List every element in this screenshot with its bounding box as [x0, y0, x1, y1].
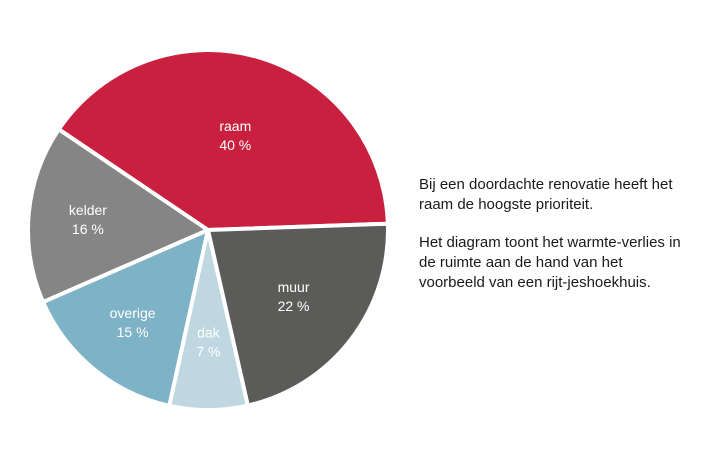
slice-value-muur: 22 %	[278, 298, 310, 314]
slice-label-overige: overige	[110, 305, 156, 321]
slice-label-muur: muur	[278, 279, 310, 295]
slice-value-overige: 15 %	[117, 324, 149, 340]
slice-label-kelder: kelder	[69, 202, 107, 218]
caption-paragraph-1: Bij een doordachte renovatie heeft het r…	[419, 176, 673, 213]
pie-slice-overige	[41, 228, 210, 408]
slice-value-kelder: 16 %	[72, 221, 104, 237]
slice-value-dak: 7 %	[196, 344, 220, 360]
slice-label-dak: dak	[197, 325, 221, 341]
slice-value-raam: 40 %	[219, 137, 251, 153]
caption-paragraph-2: Het diagram toont het warmte-verlies in …	[419, 234, 681, 291]
pie-slice-raam	[56, 48, 390, 232]
pie-slice-kelder	[26, 127, 210, 305]
slice-label-raam: raam	[219, 118, 251, 134]
pie-slice-muur	[206, 221, 390, 408]
chart-caption: Bij een doordachte renovatie heeft het r…	[419, 175, 689, 311]
